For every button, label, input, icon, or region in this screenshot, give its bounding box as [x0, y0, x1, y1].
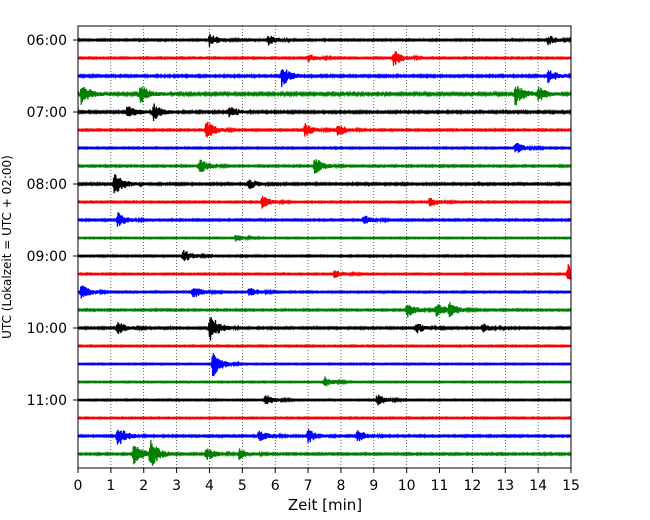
- x-tick-label-8: 8: [336, 478, 345, 494]
- x-tick-label-1: 1: [106, 478, 115, 494]
- x-tick-label-9: 9: [369, 478, 378, 494]
- x-tick-label-0: 0: [74, 478, 83, 494]
- y-tick-label-0800: 08:00: [27, 177, 67, 193]
- y-tick-label-1100: 11:00: [27, 393, 67, 409]
- x-tick-label-14: 14: [529, 478, 547, 494]
- x-axis-ticks: 0 1 2 3 4 5 6 7 8 9 10 11 12 13 14 15: [74, 468, 580, 494]
- trace-group: [77, 33, 572, 466]
- y-axis-label: UTC (Lokalzeit = UTC + 02:00): [0, 155, 14, 339]
- x-tick-label-7: 7: [304, 478, 313, 494]
- x-tick-label-2: 2: [139, 478, 148, 494]
- x-tick-label-12: 12: [463, 478, 481, 494]
- x-tick-label-15: 15: [562, 478, 580, 494]
- x-tick-label-11: 11: [431, 478, 449, 494]
- y-tick-label-0600: 06:00: [27, 33, 67, 49]
- x-tick-label-5: 5: [238, 478, 247, 494]
- x-tick-label-6: 6: [271, 478, 280, 494]
- x-tick-label-13: 13: [496, 478, 514, 494]
- y-tick-label-1000: 10:00: [27, 321, 67, 337]
- x-tick-label-4: 4: [205, 478, 214, 494]
- x-tick-label-10: 10: [398, 478, 416, 494]
- x-axis-label: Zeit [min]: [288, 496, 362, 514]
- x-tick-label-3: 3: [172, 478, 181, 494]
- y-tick-label-0900: 09:00: [27, 249, 67, 265]
- plot-frame: [77, 25, 572, 469]
- y-tick-label-0700: 07:00: [27, 105, 67, 121]
- y-axis-ticks: 06:00 07:00 08:00 09:00 10:00 11:00: [27, 33, 78, 409]
